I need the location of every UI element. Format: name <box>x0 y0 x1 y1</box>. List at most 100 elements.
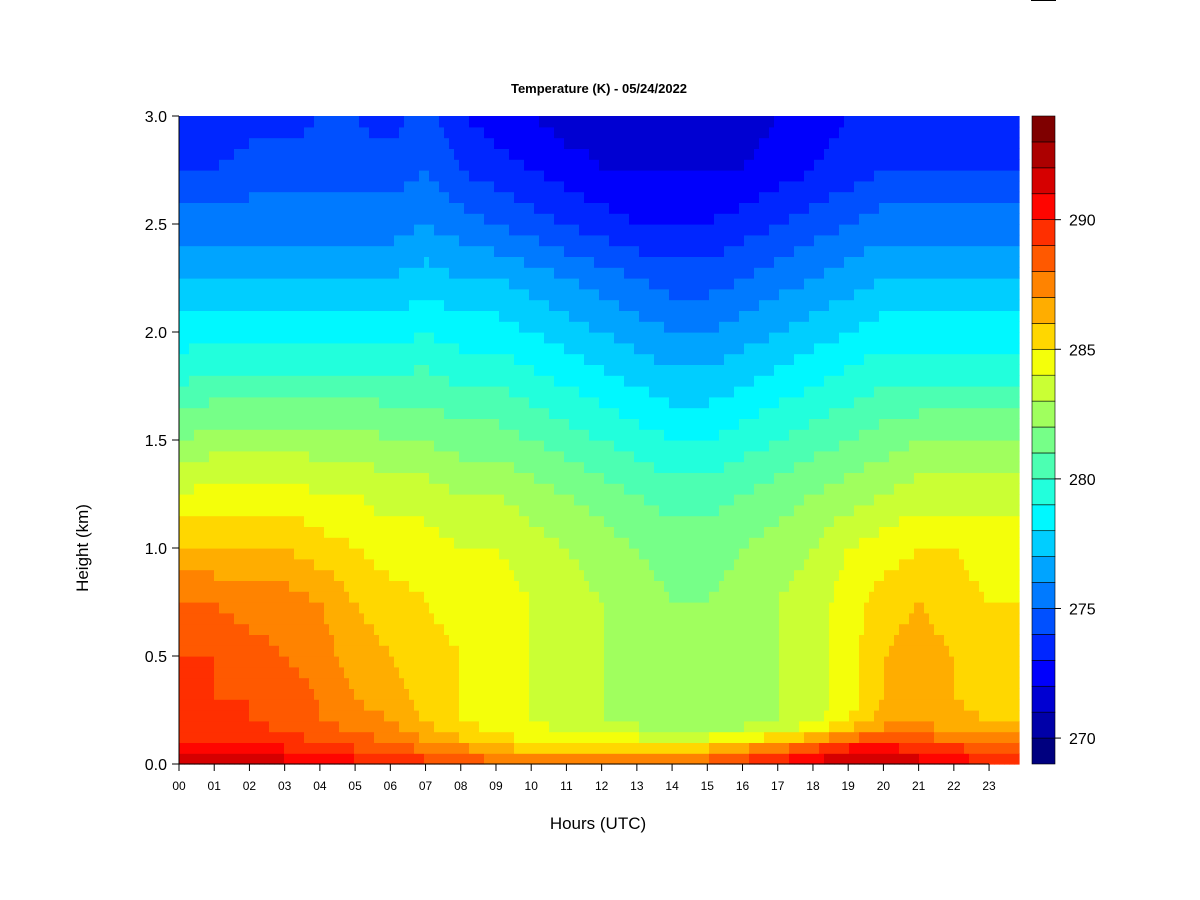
heatmap-cell <box>319 180 325 193</box>
heatmap-cell <box>324 332 330 344</box>
heatmap-cell <box>299 159 305 171</box>
heatmap-cell <box>304 440 310 452</box>
heatmap-cell <box>314 558 320 571</box>
heatmap-cell <box>229 256 235 268</box>
heatmap-cell <box>459 126 465 139</box>
heatmap-cell <box>204 612 210 625</box>
heatmap-cell <box>464 677 470 689</box>
heatmap-cell <box>414 537 420 549</box>
heatmap-cell <box>469 548 475 560</box>
heatmap-cell <box>314 342 320 355</box>
heatmap-cell <box>454 148 460 160</box>
heatmap-cell <box>509 180 515 193</box>
heatmap-cell <box>364 202 370 214</box>
heatmap-cell <box>564 645 570 657</box>
heatmap-cell <box>434 332 440 344</box>
heatmap-cell <box>459 483 465 495</box>
heatmap-cell <box>324 720 330 733</box>
heatmap-cell <box>314 278 320 290</box>
heatmap-cell <box>254 666 260 679</box>
heatmap-cell <box>329 386 335 398</box>
heatmap-cell <box>459 116 465 128</box>
heatmap-cell <box>539 180 545 193</box>
heatmap-cell <box>179 720 185 733</box>
heatmap-cell <box>299 494 305 506</box>
heatmap-cell <box>304 267 310 279</box>
heatmap-cell <box>374 429 380 441</box>
heatmap-cell <box>589 191 595 203</box>
heatmap-cell <box>424 645 430 657</box>
heatmap-cell <box>529 461 535 473</box>
heatmap-cell <box>189 548 195 560</box>
heatmap-cell <box>559 396 565 409</box>
heatmap-cell <box>549 310 555 322</box>
heatmap-cell <box>244 245 250 257</box>
heatmap-cell <box>499 288 505 301</box>
heatmap-cell <box>419 612 425 625</box>
heatmap-cell <box>469 580 475 592</box>
heatmap-cell <box>494 224 500 236</box>
heatmap-cell <box>309 407 315 419</box>
heatmap-cell <box>289 440 295 452</box>
heatmap-cell <box>339 569 345 581</box>
heatmap-cell <box>189 332 195 344</box>
heatmap-cell <box>194 170 200 182</box>
heatmap-cell <box>194 720 200 733</box>
heatmap-cell <box>414 450 420 463</box>
heatmap-cell <box>369 245 375 257</box>
heatmap-cell <box>359 429 365 441</box>
heatmap-cell <box>334 213 340 225</box>
plot-area <box>179 116 1020 765</box>
heatmap-cell <box>484 364 490 376</box>
heatmap-cell <box>299 278 305 290</box>
heatmap-cell <box>204 623 210 635</box>
heatmap-cell <box>529 688 535 700</box>
heatmap-cell <box>459 234 465 247</box>
heatmap-cell <box>499 666 505 679</box>
heatmap-cell <box>324 526 330 538</box>
heatmap-cell <box>179 591 185 603</box>
heatmap-cell <box>189 407 195 419</box>
heatmap-cell <box>354 170 360 182</box>
heatmap-cell <box>574 699 580 711</box>
heatmap-cell <box>304 677 310 689</box>
heatmap-cell <box>434 396 440 409</box>
heatmap-cell <box>374 332 380 344</box>
heatmap-cell <box>514 375 520 387</box>
heatmap-cell <box>349 148 355 160</box>
heatmap-cell <box>589 537 595 549</box>
heatmap-cell <box>324 472 330 484</box>
heatmap-cell <box>269 386 275 398</box>
heatmap-cell <box>324 310 330 322</box>
heatmap-cell <box>359 418 365 430</box>
heatmap-cell <box>214 234 220 247</box>
heatmap-cell <box>509 548 515 560</box>
heatmap-cell <box>574 278 580 290</box>
heatmap-cell <box>269 450 275 463</box>
heatmap-cell <box>309 234 315 247</box>
heatmap-cell <box>484 342 490 355</box>
heatmap-cell <box>524 450 530 463</box>
heatmap-cell <box>309 440 315 452</box>
heatmap-cell <box>199 526 205 538</box>
heatmap-cell <box>179 677 185 689</box>
heatmap-cell <box>399 720 405 733</box>
heatmap-cell <box>194 386 200 398</box>
heatmap-cell <box>259 375 265 387</box>
heatmap-cell <box>459 137 465 149</box>
heatmap-cell <box>334 602 340 614</box>
heatmap-cell <box>524 364 530 376</box>
heatmap-cell <box>419 310 425 322</box>
heatmap-cell <box>519 450 525 463</box>
heatmap-cell <box>444 623 450 635</box>
heatmap-cell <box>329 116 335 128</box>
heatmap-cell <box>404 342 410 355</box>
heatmap-cell <box>269 612 275 625</box>
heatmap-cell <box>584 429 590 441</box>
heatmap-cell <box>259 310 265 322</box>
heatmap-cell <box>454 440 460 452</box>
heatmap-cell <box>559 116 565 128</box>
heatmap-cell <box>269 288 275 301</box>
heatmap-cell <box>384 720 390 733</box>
heatmap-cell <box>484 472 490 484</box>
